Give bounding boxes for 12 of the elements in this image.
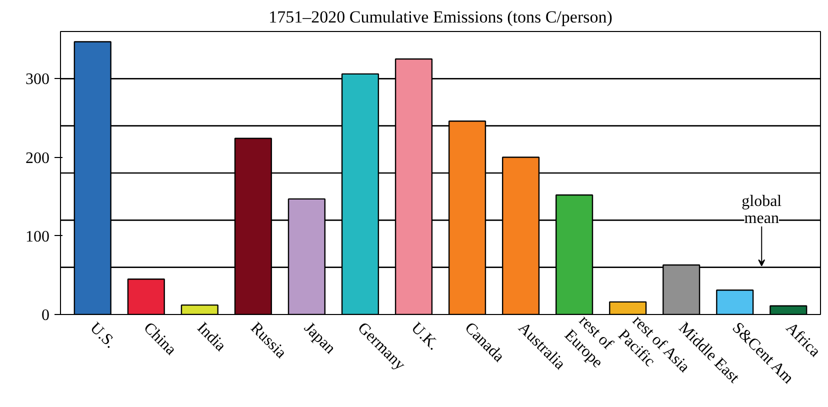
y-tick-label: 200: [26, 150, 50, 167]
y-tick-label: 300: [26, 71, 50, 88]
bar: [609, 301, 647, 314]
ref-line-label: global mean: [742, 192, 782, 228]
bar: [180, 304, 218, 314]
bar: [770, 305, 808, 314]
y-tick-label: 0: [42, 307, 50, 324]
x-tick-label: U.S.: [86, 319, 119, 352]
y-tick-label: 100: [26, 228, 50, 246]
bar: [127, 278, 165, 314]
bar: [716, 290, 754, 314]
chart-title: 1751–2020 Cumulative Emissions (tons C/person): [268, 8, 612, 26]
